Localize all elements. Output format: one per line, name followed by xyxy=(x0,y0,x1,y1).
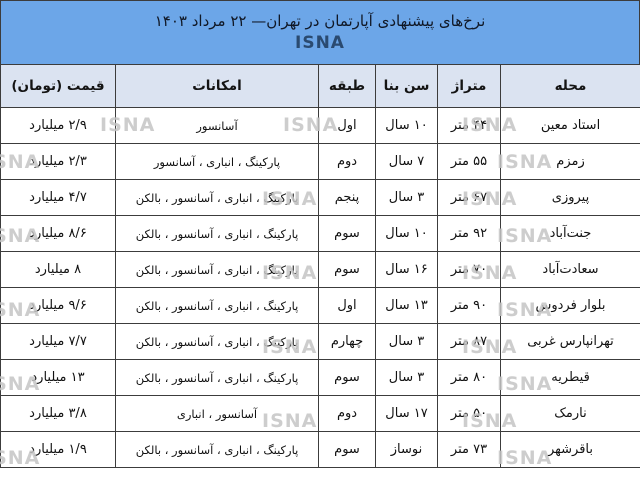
cell-tabaghe: اول xyxy=(318,287,376,324)
table-row: استاد معین ۴۴ متر ۱۰ سال اول آسانسور ۲/۹ میلی… xyxy=(0,107,640,144)
cell-mahalleh: قیطریه xyxy=(500,359,640,396)
cell-mahalleh: پیروزی xyxy=(500,179,640,216)
cell-sen-bana: ۳ سال xyxy=(375,323,438,360)
column-header-price: قیمت (تومان) xyxy=(0,64,116,108)
cell-price: ۲/۹ میلیارد xyxy=(0,107,116,144)
cell-price: ۴/۷ میلیارد xyxy=(0,179,116,216)
cell-tabaghe: پنجم xyxy=(318,179,376,216)
cell-metraj: ۸۷ متر xyxy=(437,323,501,360)
table-header-banner: نرخ‌های پیشنهادی آپارتمان در تهران— ۲۲ م… xyxy=(0,0,640,64)
cell-amenities: پارکینگ ، انباری ، آسانسور ، بالکن xyxy=(115,179,319,216)
cell-price: ۱۳ میلیارد xyxy=(0,359,116,396)
cell-mahalleh: باقرشهر xyxy=(500,431,640,468)
cell-sen-bana: ۷ سال xyxy=(375,143,438,180)
cell-tabaghe: دوم xyxy=(318,395,376,432)
cell-mahalleh: تهرانپارس غربی xyxy=(500,323,640,360)
cell-tabaghe: سوم xyxy=(318,431,376,468)
table-row: نارمک ۵۰ متر ۱۷ سال دوم آسانسور ، انباری ۳/۸ … xyxy=(0,395,640,432)
cell-amenities: پارکینگ ، انباری ، آسانسور ، بالکن xyxy=(115,251,319,288)
cell-sen-bana: ۱۶ سال xyxy=(375,251,438,288)
cell-price: ۱/۹ میلیارد xyxy=(0,431,116,468)
cell-amenities: آسانسور ، انباری xyxy=(115,395,319,432)
cell-sen-bana: ۱۷ سال xyxy=(375,395,438,432)
table-row: زمزم ۵۵ متر ۷ سال دوم پارکینگ ، انباری ، آسا… xyxy=(0,143,640,180)
table-row: قیطریه ۸۰ متر ۳ سال سوم پارکینگ ، انباری ، آ… xyxy=(0,359,640,396)
cell-amenities: پارکینگ ، انباری ، آسانسور ، بالکن xyxy=(115,359,319,396)
cell-price: ۳/۸ میلیارد xyxy=(0,395,116,432)
cell-price: ۷/۷ میلیارد xyxy=(0,323,116,360)
cell-price: ۲/۳ میلیارد xyxy=(0,143,116,180)
cell-metraj: ۵۰ متر xyxy=(437,395,501,432)
cell-metraj: ۶۷ متر xyxy=(437,179,501,216)
cell-sen-bana: ۱۰ سال xyxy=(375,215,438,252)
cell-amenities: پارکینگ ، انباری ، آسانسور ، بالکن xyxy=(115,431,319,468)
cell-mahalleh: زمزم xyxy=(500,143,640,180)
cell-tabaghe: دوم xyxy=(318,143,376,180)
cell-tabaghe: سوم xyxy=(318,359,376,396)
cell-amenities: آسانسور xyxy=(115,107,319,144)
table-body: استاد معین ۴۴ متر ۱۰ سال اول آسانسور ۲/۹ میلی… xyxy=(0,107,640,468)
isna-brand-label: ISNA xyxy=(295,33,345,53)
cell-amenities: پارکینگ ، انباری ، آسانسور ، بالکن xyxy=(115,323,319,360)
cell-metraj: ۸۰ متر xyxy=(437,359,501,396)
column-header-tabaghe: طبقه xyxy=(318,64,376,108)
cell-sen-bana: ۱۰ سال xyxy=(375,107,438,144)
table-row: پیروزی ۶۷ متر ۳ سال پنجم پارکینگ ، انباری ، … xyxy=(0,179,640,216)
cell-sen-bana: ۱۳ سال xyxy=(375,287,438,324)
cell-tabaghe: چهارم xyxy=(318,323,376,360)
cell-tabaghe: سوم xyxy=(318,251,376,288)
cell-amenities: پارکینگ ، انباری ، آسانسور xyxy=(115,143,319,180)
table-row: بلوار فردوس ۹۰ متر ۱۳ سال اول پارکینگ ، انبا… xyxy=(0,287,640,324)
column-header-mahalleh: محله xyxy=(500,64,640,108)
page-title: نرخ‌های پیشنهادی آپارتمان در تهران— ۲۲ م… xyxy=(154,12,486,30)
cell-sen-bana: ۳ سال xyxy=(375,359,438,396)
cell-price: ۸/۶ میلیارد xyxy=(0,215,116,252)
column-header-sen-bana: سن بنا xyxy=(375,64,438,108)
cell-metraj: ۹۰ متر xyxy=(437,287,501,324)
cell-tabaghe: اول xyxy=(318,107,376,144)
table-row: باقرشهر ۷۳ متر نوساز سوم پارکینگ ، انباری ، … xyxy=(0,431,640,468)
cell-metraj: ۷۰ متر xyxy=(437,251,501,288)
apartment-price-table: محله متراژ سن بنا طبقه امکانات قیمت (تومان) ا… xyxy=(0,64,640,468)
cell-mahalleh: استاد معین xyxy=(500,107,640,144)
column-header-metraj: متراژ xyxy=(437,64,501,108)
cell-metraj: ۵۵ متر xyxy=(437,143,501,180)
cell-sen-bana: نوساز xyxy=(375,431,438,468)
cell-tabaghe: سوم xyxy=(318,215,376,252)
cell-mahalleh: نارمک xyxy=(500,395,640,432)
cell-price: ۸ میلیارد xyxy=(0,251,116,288)
cell-metraj: ۷۳ متر xyxy=(437,431,501,468)
cell-metraj: ۹۲ متر xyxy=(437,215,501,252)
cell-sen-bana: ۳ سال xyxy=(375,179,438,216)
cell-price: ۹/۶ میلیارد xyxy=(0,287,116,324)
cell-amenities: پارکینگ ، انباری ، آسانسور ، بالکن xyxy=(115,287,319,324)
table-row: سعادت‌آباد ۷۰ متر ۱۶ سال سوم پارکینگ ، انبار… xyxy=(0,251,640,288)
column-header-amenities: امکانات xyxy=(115,64,319,108)
table-row: تهرانپارس غربی ۸۷ متر ۳ سال چهارم پارکینگ ، … xyxy=(0,323,640,360)
cell-amenities: پارکینگ ، انباری ، آسانسور ، بالکن xyxy=(115,215,319,252)
table-row: جنت‌آباد ۹۲ متر ۱۰ سال سوم پارکینگ ، انباری … xyxy=(0,215,640,252)
table-header-row: محله متراژ سن بنا طبقه امکانات قیمت (تومان) xyxy=(0,64,640,108)
cell-mahalleh: جنت‌آباد xyxy=(500,215,640,252)
cell-mahalleh: بلوار فردوس xyxy=(500,287,640,324)
cell-mahalleh: سعادت‌آباد xyxy=(500,251,640,288)
cell-metraj: ۴۴ متر xyxy=(437,107,501,144)
